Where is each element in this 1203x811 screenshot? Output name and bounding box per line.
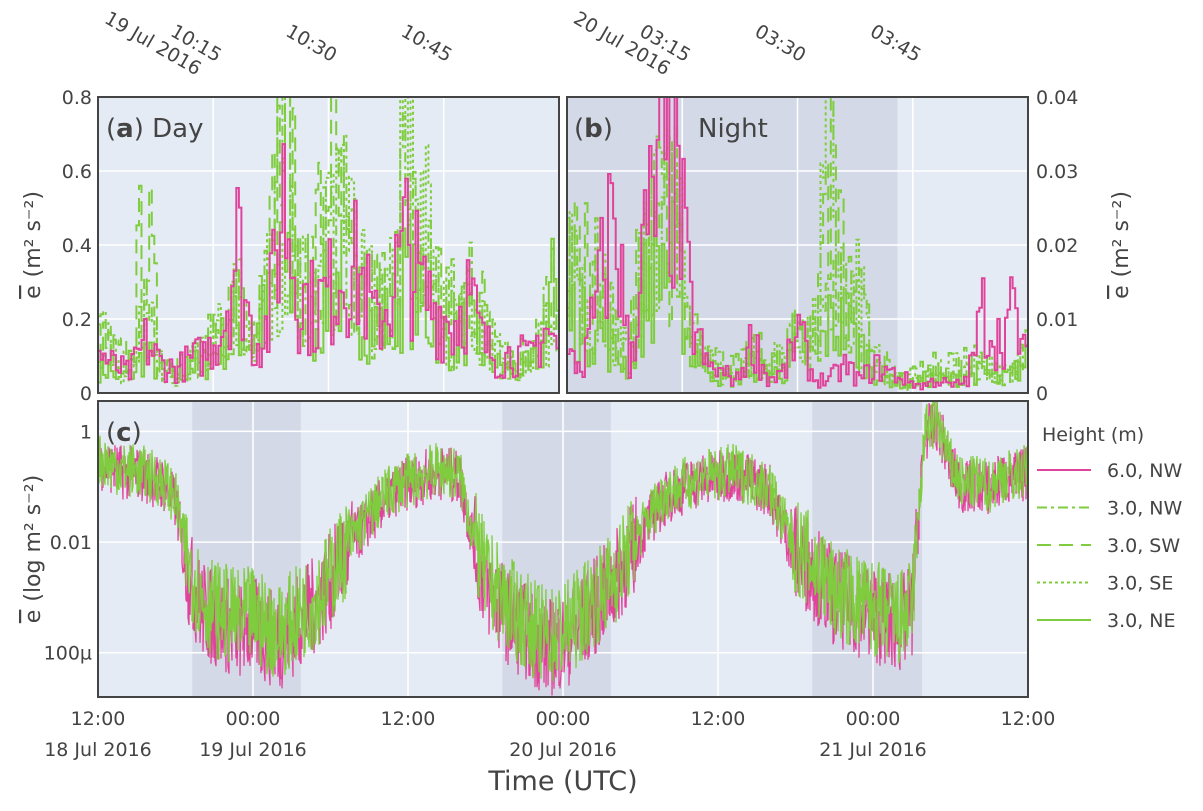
svg-text:e(m² s⁻²): e(m² s⁻²) xyxy=(1109,191,1134,299)
panel-c-label: (c) xyxy=(106,418,142,448)
y-tick-label: 0 xyxy=(1036,383,1048,405)
series-line xyxy=(567,96,1028,387)
panel-b-label: (b) xyxy=(574,114,613,144)
panel-c: 100µ 0.01 1 12:00 18 Jul 2016 00:00 19 Jul 201… xyxy=(44,400,1056,761)
x-date-label: 21 Jul 2016 xyxy=(819,739,927,761)
y-tick-label: 0.2 xyxy=(62,309,92,331)
legend-item: 3.0, NW xyxy=(1037,498,1183,520)
legend-label: 6.0, NW xyxy=(1107,460,1183,482)
series-line xyxy=(567,96,1028,391)
x-tick-label: 00:00 xyxy=(846,708,901,730)
legend-title: Height (m) xyxy=(1042,424,1144,446)
x-tick-label: 12:00 xyxy=(71,708,126,730)
y-tick-label: 0.8 xyxy=(62,87,92,109)
x-axis-title: Time (UTC) xyxy=(487,766,637,797)
y-axis-label-a: e(m² s⁻²) xyxy=(21,191,46,299)
x-tick-label: 12:00 xyxy=(691,708,746,730)
series-line xyxy=(98,143,559,384)
y-axis-label-b: e(m² s⁻²) xyxy=(1109,191,1134,299)
x-tick-label: 10:45 xyxy=(397,20,455,66)
svg-text:e(m² s⁻²): e(m² s⁻²) xyxy=(21,191,46,299)
series-line xyxy=(97,400,1029,682)
legend-label: 3.0, SW xyxy=(1107,535,1180,557)
x-tick-label: 10:30 xyxy=(282,20,340,66)
x-tick-label: 00:00 xyxy=(536,708,591,730)
y-axis-label-c: e(log m² s⁻²) xyxy=(21,475,46,623)
y-tick-label: 0.04 xyxy=(1036,87,1078,109)
y-tick-label: 0 xyxy=(80,383,92,405)
x-date-label: 18 Jul 2016 xyxy=(44,739,152,761)
x-tick-label: 03:45 xyxy=(866,20,924,66)
panel-frame xyxy=(566,96,1029,394)
legend-item: 3.0, NE xyxy=(1037,610,1176,632)
y-tick-label: 0.03 xyxy=(1036,161,1078,183)
legend-label: 3.0, NW xyxy=(1107,498,1183,520)
x-date-label: 19 Jul 2016 xyxy=(199,739,307,761)
legend-item: 3.0, SE xyxy=(1037,573,1173,595)
legend-label: 3.0, SE xyxy=(1107,573,1173,595)
y-tick-label: 0.01 xyxy=(1036,309,1078,331)
y-tick-label: 1 xyxy=(80,421,92,443)
x-tick-label: 03:30 xyxy=(751,20,809,66)
x-tick-label: 00:00 xyxy=(226,708,281,730)
panel-b-title: Night xyxy=(698,114,768,144)
x-tick-label: 12:00 xyxy=(1001,708,1056,730)
y-tick-label: 0.4 xyxy=(62,235,92,257)
legend: Height (m) 6.0, NW 3.0, NW 3.0, SW 3.0, SE 3… xyxy=(1037,424,1183,632)
panel-frame xyxy=(97,96,560,394)
legend-item: 6.0, NW xyxy=(1037,460,1183,482)
legend-label: 3.0, NE xyxy=(1107,610,1176,632)
legend-item: 3.0, SW xyxy=(1037,535,1180,557)
series-line xyxy=(98,96,559,387)
y-tick-label: 100µ xyxy=(44,643,92,665)
annotations: (a) Day (b) Night (c) e(m² s⁻²) e(m² s⁻²… xyxy=(21,114,1183,797)
y-tick-label: 0.02 xyxy=(1036,235,1078,257)
panel-frame xyxy=(97,400,1029,698)
y-tick-label: 0.01 xyxy=(50,532,92,554)
x-tick-label: 12:00 xyxy=(381,708,436,730)
svg-text:e(log m² s⁻²): e(log m² s⁻²) xyxy=(21,475,46,623)
panel-a-label: (a) Day xyxy=(106,114,203,144)
y-tick-label: 0.6 xyxy=(62,161,92,183)
x-date-label: 20 Jul 2016 xyxy=(509,739,617,761)
